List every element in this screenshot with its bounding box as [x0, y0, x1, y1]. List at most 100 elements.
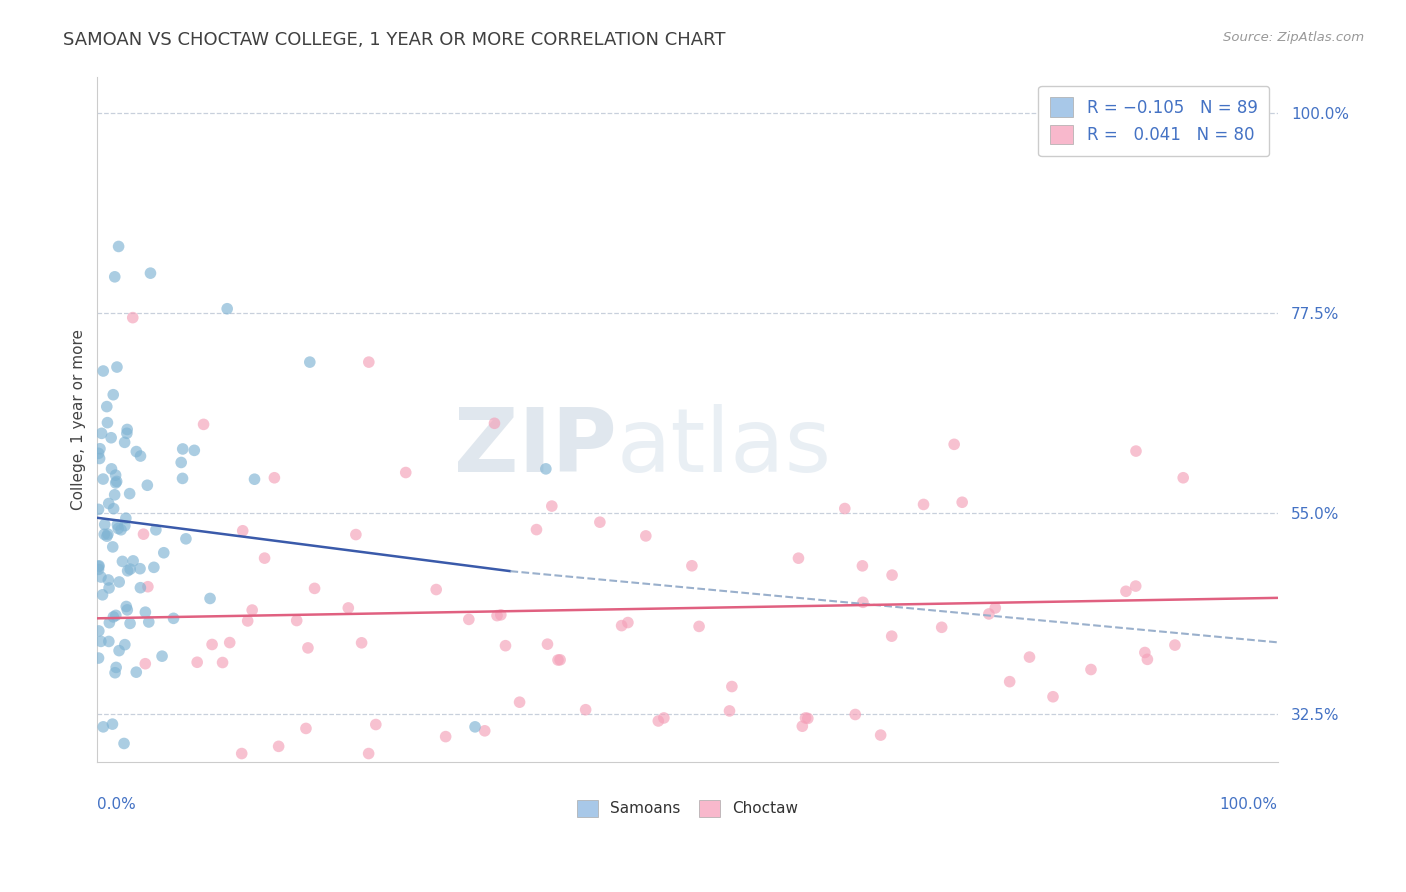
Point [797, 711, 820, 725]
Point [547, 653, 569, 667]
Point [575, 703, 598, 717]
Point [129, 562, 152, 576]
Point [145, 523, 167, 537]
Point [103, 501, 125, 516]
Point [297, 640, 319, 655]
Point [977, 607, 1000, 621]
Point [183, 443, 205, 458]
Point [105, 475, 128, 489]
Point [115, 599, 138, 614]
Text: 0.0%: 0.0% [97, 797, 136, 812]
Point [132, 527, 155, 541]
Point [103, 610, 125, 624]
Point [104, 269, 127, 284]
Point [138, 615, 160, 629]
Point [943, 437, 966, 451]
Point [434, 730, 457, 744]
Point [142, 560, 165, 574]
Point [122, 554, 145, 568]
Point [589, 515, 612, 529]
Point [115, 511, 138, 525]
Text: atlas: atlas [617, 404, 832, 491]
Point [172, 442, 194, 456]
Point [217, 301, 239, 316]
Point [91, 588, 114, 602]
Point [91, 720, 114, 734]
Point [87, 446, 110, 460]
Point [536, 637, 558, 651]
Point [1125, 579, 1147, 593]
Text: SAMOAN VS CHOCTAW COLLEGE, 1 YEAR OR MORE CORRELATION CHART: SAMOAN VS CHOCTAW COLLEGE, 1 YEAR OR MOR… [63, 31, 725, 49]
Point [834, 501, 856, 516]
Point [108, 574, 131, 589]
Point [211, 656, 233, 670]
Point [186, 655, 208, 669]
Point [96, 416, 118, 430]
Point [787, 551, 810, 566]
Point [344, 527, 367, 541]
Point [134, 605, 156, 619]
Point [112, 736, 135, 750]
Point [87, 559, 110, 574]
Point [91, 472, 114, 486]
Point [295, 722, 318, 736]
Point [647, 714, 669, 728]
Point [115, 426, 138, 441]
Point [104, 608, 127, 623]
Point [1042, 690, 1064, 704]
Point [851, 558, 873, 573]
Point [129, 449, 152, 463]
Point [114, 435, 136, 450]
Point [721, 680, 744, 694]
Text: 100.0%: 100.0% [1219, 797, 1278, 812]
Point [87, 651, 110, 665]
Point [97, 634, 120, 648]
Point [198, 591, 221, 606]
Point [688, 619, 710, 633]
Point [150, 649, 173, 664]
Point [1173, 471, 1195, 485]
Point [243, 472, 266, 486]
Point [1133, 646, 1156, 660]
Point [1115, 584, 1137, 599]
Point [350, 636, 373, 650]
Point [984, 601, 1007, 615]
Point [236, 614, 259, 628]
Point [869, 728, 891, 742]
Point [425, 582, 447, 597]
Point [931, 620, 953, 634]
Point [105, 660, 128, 674]
Point [484, 417, 506, 431]
Point [489, 607, 512, 622]
Point [852, 595, 875, 609]
Point [193, 417, 215, 432]
Point [98, 615, 121, 630]
Point [104, 665, 127, 680]
Point [218, 635, 240, 649]
Point [108, 643, 131, 657]
Point [548, 653, 571, 667]
Point [253, 551, 276, 566]
Point [104, 468, 127, 483]
Point [93, 517, 115, 532]
Point [509, 695, 531, 709]
Point [201, 638, 224, 652]
Point [125, 665, 148, 680]
Point [136, 478, 159, 492]
Point [96, 529, 118, 543]
Legend: Samoans, Choctaw: Samoans, Choctaw [571, 793, 804, 823]
Point [880, 568, 903, 582]
Point [87, 562, 110, 576]
Point [105, 517, 128, 532]
Point [129, 581, 152, 595]
Point [794, 711, 817, 725]
Point [364, 717, 387, 731]
Point [1080, 663, 1102, 677]
Point [114, 518, 136, 533]
Point [120, 616, 142, 631]
Point [121, 310, 143, 325]
Point [104, 475, 127, 490]
Point [107, 522, 129, 536]
Point [263, 471, 285, 485]
Point [285, 614, 308, 628]
